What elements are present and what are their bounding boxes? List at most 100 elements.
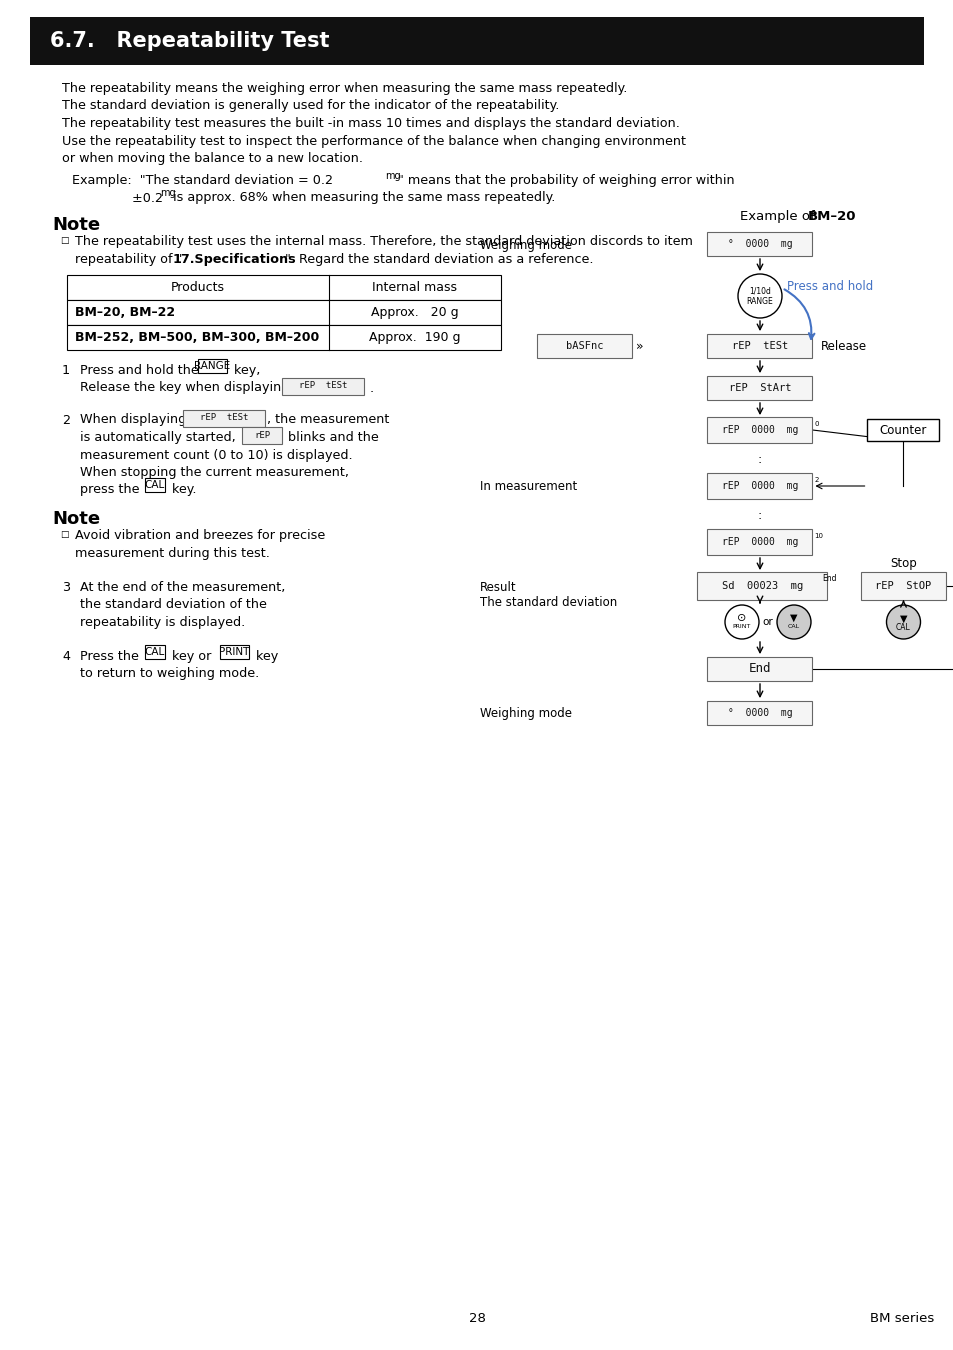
Text: Weighing mode: Weighing mode	[479, 706, 572, 720]
Text: Result: Result	[479, 580, 517, 594]
Text: to return to weighing mode.: to return to weighing mode.	[80, 667, 259, 680]
Text: Example of: Example of	[740, 211, 818, 223]
FancyBboxPatch shape	[220, 645, 249, 659]
Text: PRINT: PRINT	[732, 625, 750, 629]
FancyBboxPatch shape	[145, 645, 165, 659]
FancyBboxPatch shape	[707, 529, 812, 555]
Text: Avoid vibration and breezes for precise: Avoid vibration and breezes for precise	[75, 529, 325, 543]
Text: CAL: CAL	[145, 481, 165, 490]
Text: ". Regard the standard deviation as a reference.: ". Regard the standard deviation as a re…	[285, 252, 593, 266]
FancyBboxPatch shape	[707, 472, 812, 499]
Text: mg: mg	[385, 171, 400, 181]
Text: 0: 0	[814, 421, 818, 427]
Text: the standard deviation of the: the standard deviation of the	[80, 598, 267, 612]
Text: Release: Release	[820, 339, 865, 352]
Text: Stop: Stop	[889, 558, 916, 571]
FancyBboxPatch shape	[67, 325, 500, 350]
Text: □: □	[60, 529, 69, 539]
FancyBboxPatch shape	[866, 418, 939, 441]
Text: Approx.  190 g: Approx. 190 g	[369, 331, 460, 344]
Text: Sd  00023  mg: Sd 00023 mg	[721, 580, 802, 591]
Text: BM series: BM series	[869, 1311, 933, 1324]
Text: rEP  0000  mg: rEP 0000 mg	[721, 537, 798, 547]
Text: The standard deviation is generally used for the indicator of the repeatability.: The standard deviation is generally used…	[62, 100, 558, 112]
Text: 4: 4	[62, 649, 70, 663]
Text: Press the: Press the	[80, 649, 143, 663]
Text: Press and hold: Press and hold	[786, 279, 872, 293]
Text: 10: 10	[814, 533, 822, 539]
Text: .: .	[366, 382, 374, 394]
Text: PRINT: PRINT	[219, 647, 250, 656]
Text: repeatability is displayed.: repeatability is displayed.	[80, 616, 245, 629]
Text: 3: 3	[62, 580, 71, 594]
Text: RANGE: RANGE	[746, 297, 773, 305]
Text: 1: 1	[62, 364, 71, 377]
FancyBboxPatch shape	[697, 572, 826, 599]
Text: rEP  0000  mg: rEP 0000 mg	[721, 425, 798, 435]
Circle shape	[724, 605, 759, 639]
Text: Note: Note	[52, 509, 100, 528]
Text: When stopping the current measurement,: When stopping the current measurement,	[80, 466, 349, 479]
Text: ⊙: ⊙	[737, 613, 746, 622]
Text: or when moving the balance to a new location.: or when moving the balance to a new loca…	[62, 153, 363, 165]
Text: or: or	[761, 617, 772, 626]
Text: BM–20: BM–20	[807, 211, 856, 223]
FancyBboxPatch shape	[707, 657, 812, 680]
Text: Approx.   20 g: Approx. 20 g	[371, 306, 458, 319]
Text: key,: key,	[230, 364, 260, 377]
Text: 1/10d: 1/10d	[748, 286, 770, 296]
Text: is automatically started,: is automatically started,	[80, 431, 239, 444]
Text: 28: 28	[468, 1311, 485, 1324]
Text: ▼: ▼	[899, 614, 906, 624]
Text: rEP  tESt: rEP tESt	[731, 342, 787, 351]
FancyBboxPatch shape	[67, 300, 500, 325]
Text: The repeatability test measures the built -in mass 10 times and displays the sta: The repeatability test measures the buil…	[62, 117, 679, 130]
Text: Weighing mode: Weighing mode	[479, 239, 572, 252]
Text: °  0000  mg: ° 0000 mg	[727, 707, 792, 718]
Text: rEP  tESt: rEP tESt	[298, 382, 347, 390]
Text: CAL: CAL	[895, 622, 910, 632]
Text: Press and hold the: Press and hold the	[80, 364, 203, 377]
Text: End: End	[821, 574, 836, 583]
Text: 17.Specifications: 17.Specifications	[172, 252, 296, 266]
Text: Use the repeatability test to inspect the performance of the balance when changi: Use the repeatability test to inspect th…	[62, 135, 685, 147]
Text: blinks and the: blinks and the	[284, 431, 378, 444]
Text: The standard deviation: The standard deviation	[479, 595, 617, 609]
Text: CAL: CAL	[787, 625, 800, 629]
Text: Note: Note	[52, 216, 100, 234]
FancyBboxPatch shape	[707, 232, 812, 256]
Text: Example:  "The standard deviation = 0.2: Example: "The standard deviation = 0.2	[71, 174, 336, 188]
Text: bASFnc: bASFnc	[566, 342, 603, 351]
FancyBboxPatch shape	[537, 333, 632, 358]
Text: CAL: CAL	[145, 647, 165, 656]
Text: " means that the probability of weighing error within: " means that the probability of weighing…	[397, 174, 734, 188]
Text: End: End	[748, 663, 770, 675]
FancyBboxPatch shape	[707, 701, 812, 725]
Text: BM–252, BM–500, BM–300, BM–200: BM–252, BM–500, BM–300, BM–200	[75, 331, 319, 344]
FancyBboxPatch shape	[707, 377, 812, 400]
FancyBboxPatch shape	[242, 427, 282, 444]
FancyBboxPatch shape	[30, 18, 923, 65]
FancyBboxPatch shape	[707, 417, 812, 443]
Text: 2: 2	[62, 413, 70, 427]
Text: The repeatability means the weighing error when measuring the same mass repeated: The repeatability means the weighing err…	[62, 82, 627, 94]
Text: □: □	[60, 235, 69, 244]
Text: measurement during this test.: measurement during this test.	[75, 547, 270, 560]
Text: Counter: Counter	[879, 424, 926, 436]
FancyBboxPatch shape	[707, 333, 812, 358]
Text: :: :	[757, 509, 761, 522]
Text: 6.7.   Repeatability Test: 6.7. Repeatability Test	[50, 31, 329, 51]
Circle shape	[738, 274, 781, 319]
Text: The repeatability test uses the internal mass. Therefore, the standard deviation: The repeatability test uses the internal…	[75, 235, 692, 248]
Text: At the end of the measurement,: At the end of the measurement,	[80, 580, 285, 594]
Text: 2: 2	[814, 477, 818, 483]
Text: BM–20, BM–22: BM–20, BM–22	[75, 306, 175, 319]
Text: , the measurement: , the measurement	[267, 413, 389, 427]
Circle shape	[776, 605, 810, 639]
Text: key or: key or	[168, 649, 215, 663]
Text: rEP: rEP	[253, 431, 270, 440]
Text: repeatability of ": repeatability of "	[75, 252, 182, 266]
Text: Release the key when displaying: Release the key when displaying	[80, 382, 294, 394]
Text: Products: Products	[171, 281, 225, 294]
Text: rEP  0000  mg: rEP 0000 mg	[721, 481, 798, 491]
